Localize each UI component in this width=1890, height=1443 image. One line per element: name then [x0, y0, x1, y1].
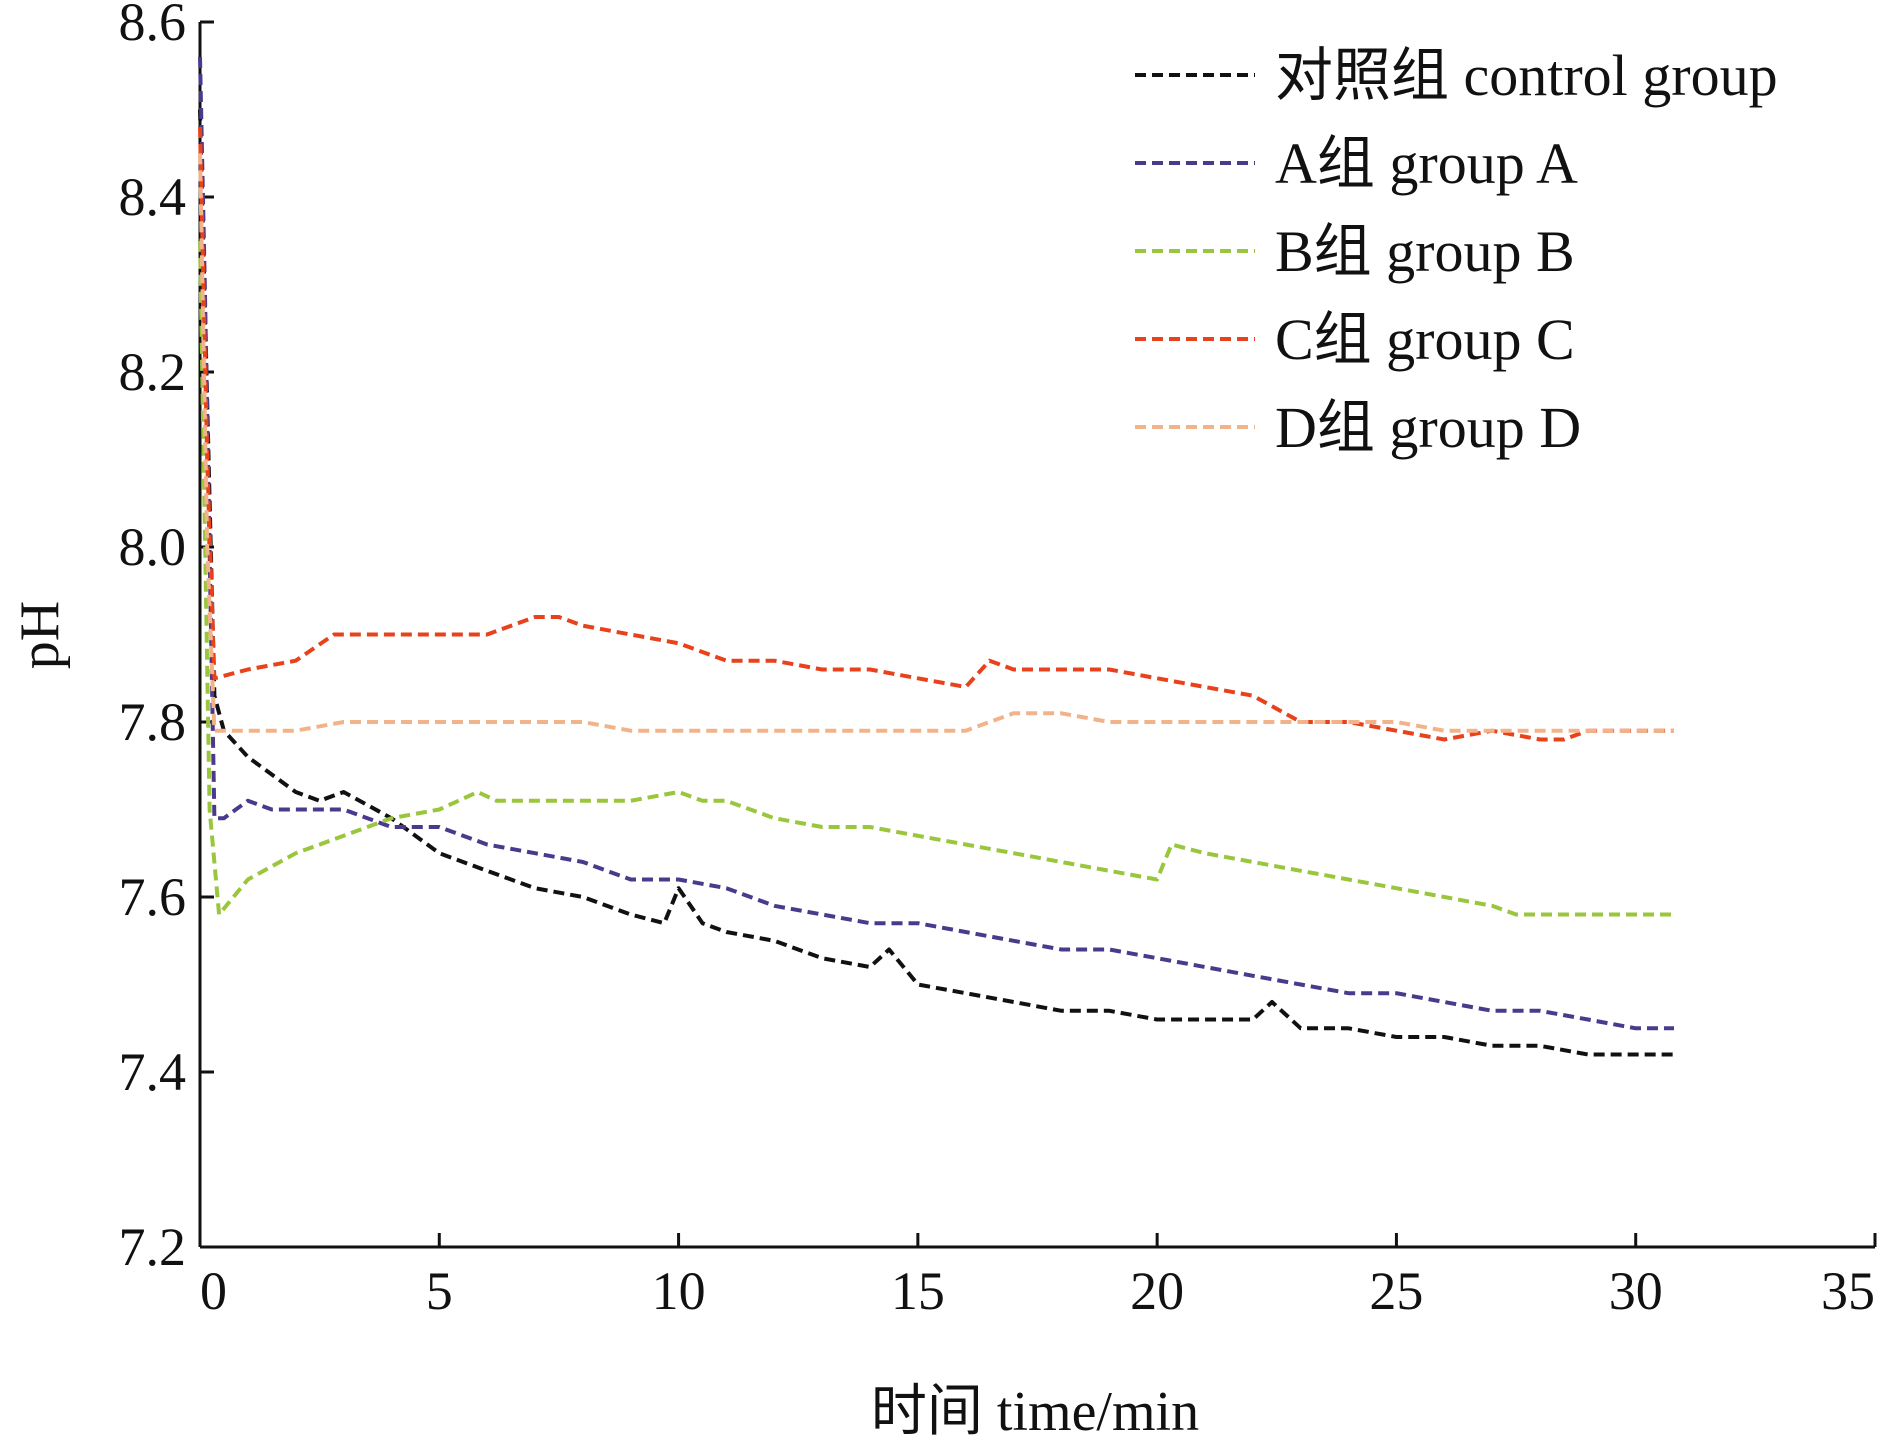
legend-label: D组 group D	[1275, 395, 1581, 460]
series-line-3	[198, 240, 1674, 917]
y-tick-label: 7.2	[119, 1217, 187, 1277]
y-tick-label: 8.6	[119, 0, 187, 52]
legend-label: C组 group C	[1275, 307, 1575, 372]
x-tick-label: 5	[426, 1261, 453, 1321]
y-axis-label: pH	[9, 601, 71, 669]
x-tick-label: 30	[1609, 1261, 1663, 1321]
x-axis-label: 时间 time/min	[871, 1381, 1199, 1443]
y-tick-label: 7.4	[119, 1042, 187, 1102]
x-tick-label: 10	[652, 1261, 706, 1321]
x-tick-label: 35	[1821, 1261, 1875, 1321]
series-line-4	[198, 126, 1674, 742]
y-tick-label: 8.2	[119, 342, 187, 402]
y-tick-label: 8.4	[119, 167, 187, 227]
series-lines	[198, 56, 1674, 1057]
legend-label: 对照组 control group	[1275, 43, 1778, 108]
legend-label: A组 group A	[1275, 131, 1578, 196]
axis-ticks: 7.2 7.4 7.6 7.8 8.0 8.2 8.4 8.6 0 5 10 15 20 25 30 35	[119, 0, 1877, 1321]
legend: 对照组 control group A组 group A B组 group B C组 …	[1135, 43, 1778, 460]
y-tick-label: 7.6	[119, 867, 187, 927]
x-tick-label: 20	[1130, 1261, 1184, 1321]
x-tick-label: 0	[200, 1261, 227, 1321]
axes	[198, 22, 1875, 1249]
series-line-2	[198, 56, 1674, 1031]
y-tick-label: 8.0	[119, 517, 187, 577]
legend-label: B组 group B	[1275, 219, 1575, 284]
x-tick-label: 15	[891, 1261, 945, 1321]
series-line-5	[198, 153, 1674, 733]
x-tick-label: 25	[1369, 1261, 1423, 1321]
y-tick-label: 7.8	[119, 692, 187, 752]
series-line-1	[198, 109, 1674, 1057]
